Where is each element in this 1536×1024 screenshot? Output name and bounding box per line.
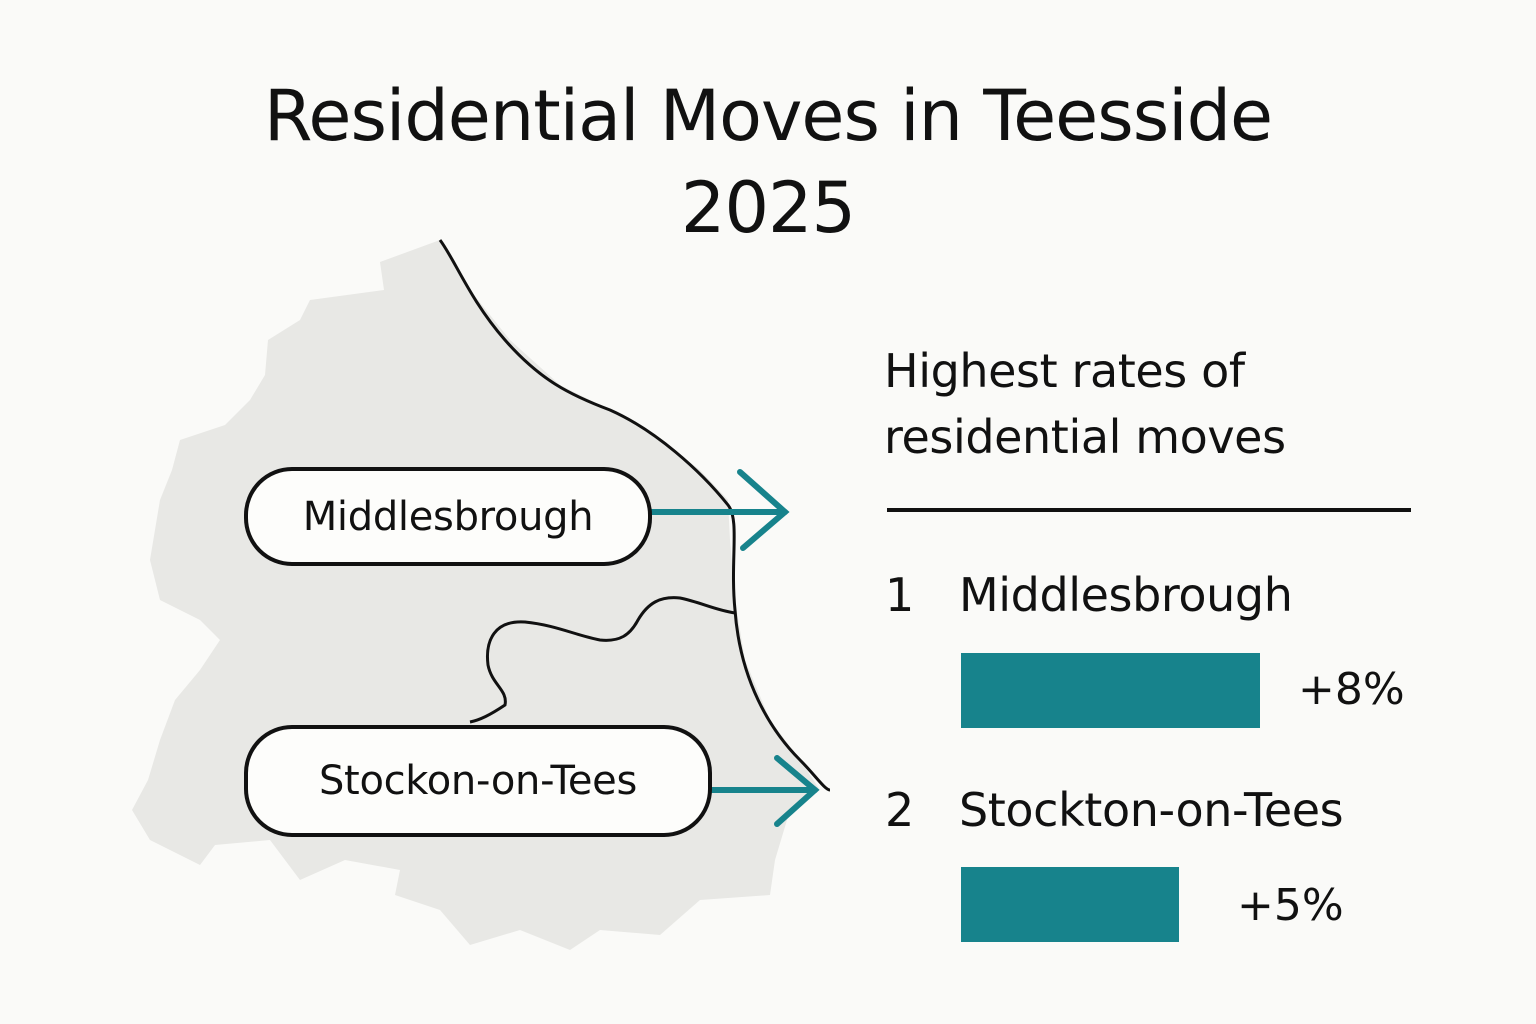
bar-value-label: +8% (1298, 664, 1405, 715)
rank-name: Stockton-on-Tees (959, 783, 1344, 837)
title-line-2: 2025 (680, 167, 856, 249)
rank-name: Middlesbrough (959, 568, 1293, 622)
bar-value-label: +5% (1237, 880, 1344, 931)
bar-stockton (961, 867, 1179, 942)
rank-item-1: 1 Middlesbrough (885, 568, 1293, 622)
arrow-icon-middlesbrough (649, 469, 790, 551)
bar-middlesbrough (961, 653, 1260, 728)
river-tees (469, 596, 736, 724)
panel-heading-line-1: Highest rates of (884, 344, 1245, 398)
panel-heading: Highest rates of residential moves (884, 338, 1286, 470)
rank-number: 2 (885, 783, 914, 837)
map-label-middlesbrough: Middlesbrough (244, 467, 652, 566)
divider (887, 508, 1411, 512)
coastline (438, 239, 831, 792)
land-area (132, 240, 820, 950)
map-label-stockton: Stockon-on-Tees (244, 725, 712, 837)
arrow-icon-stockton (709, 755, 820, 827)
rank-item-2: 2 Stockton-on-Tees (885, 783, 1344, 837)
title-line-1: Residential Moves in Teesside (263, 75, 1273, 157)
panel-heading-line-2: residential moves (884, 410, 1286, 464)
rank-number: 1 (885, 568, 914, 622)
page-title: Residential Moves in Teesside 2025 (0, 70, 1536, 254)
map-label-text: Middlesbrough (302, 493, 594, 540)
map-label-text: Stockon-on-Tees (318, 758, 638, 804)
